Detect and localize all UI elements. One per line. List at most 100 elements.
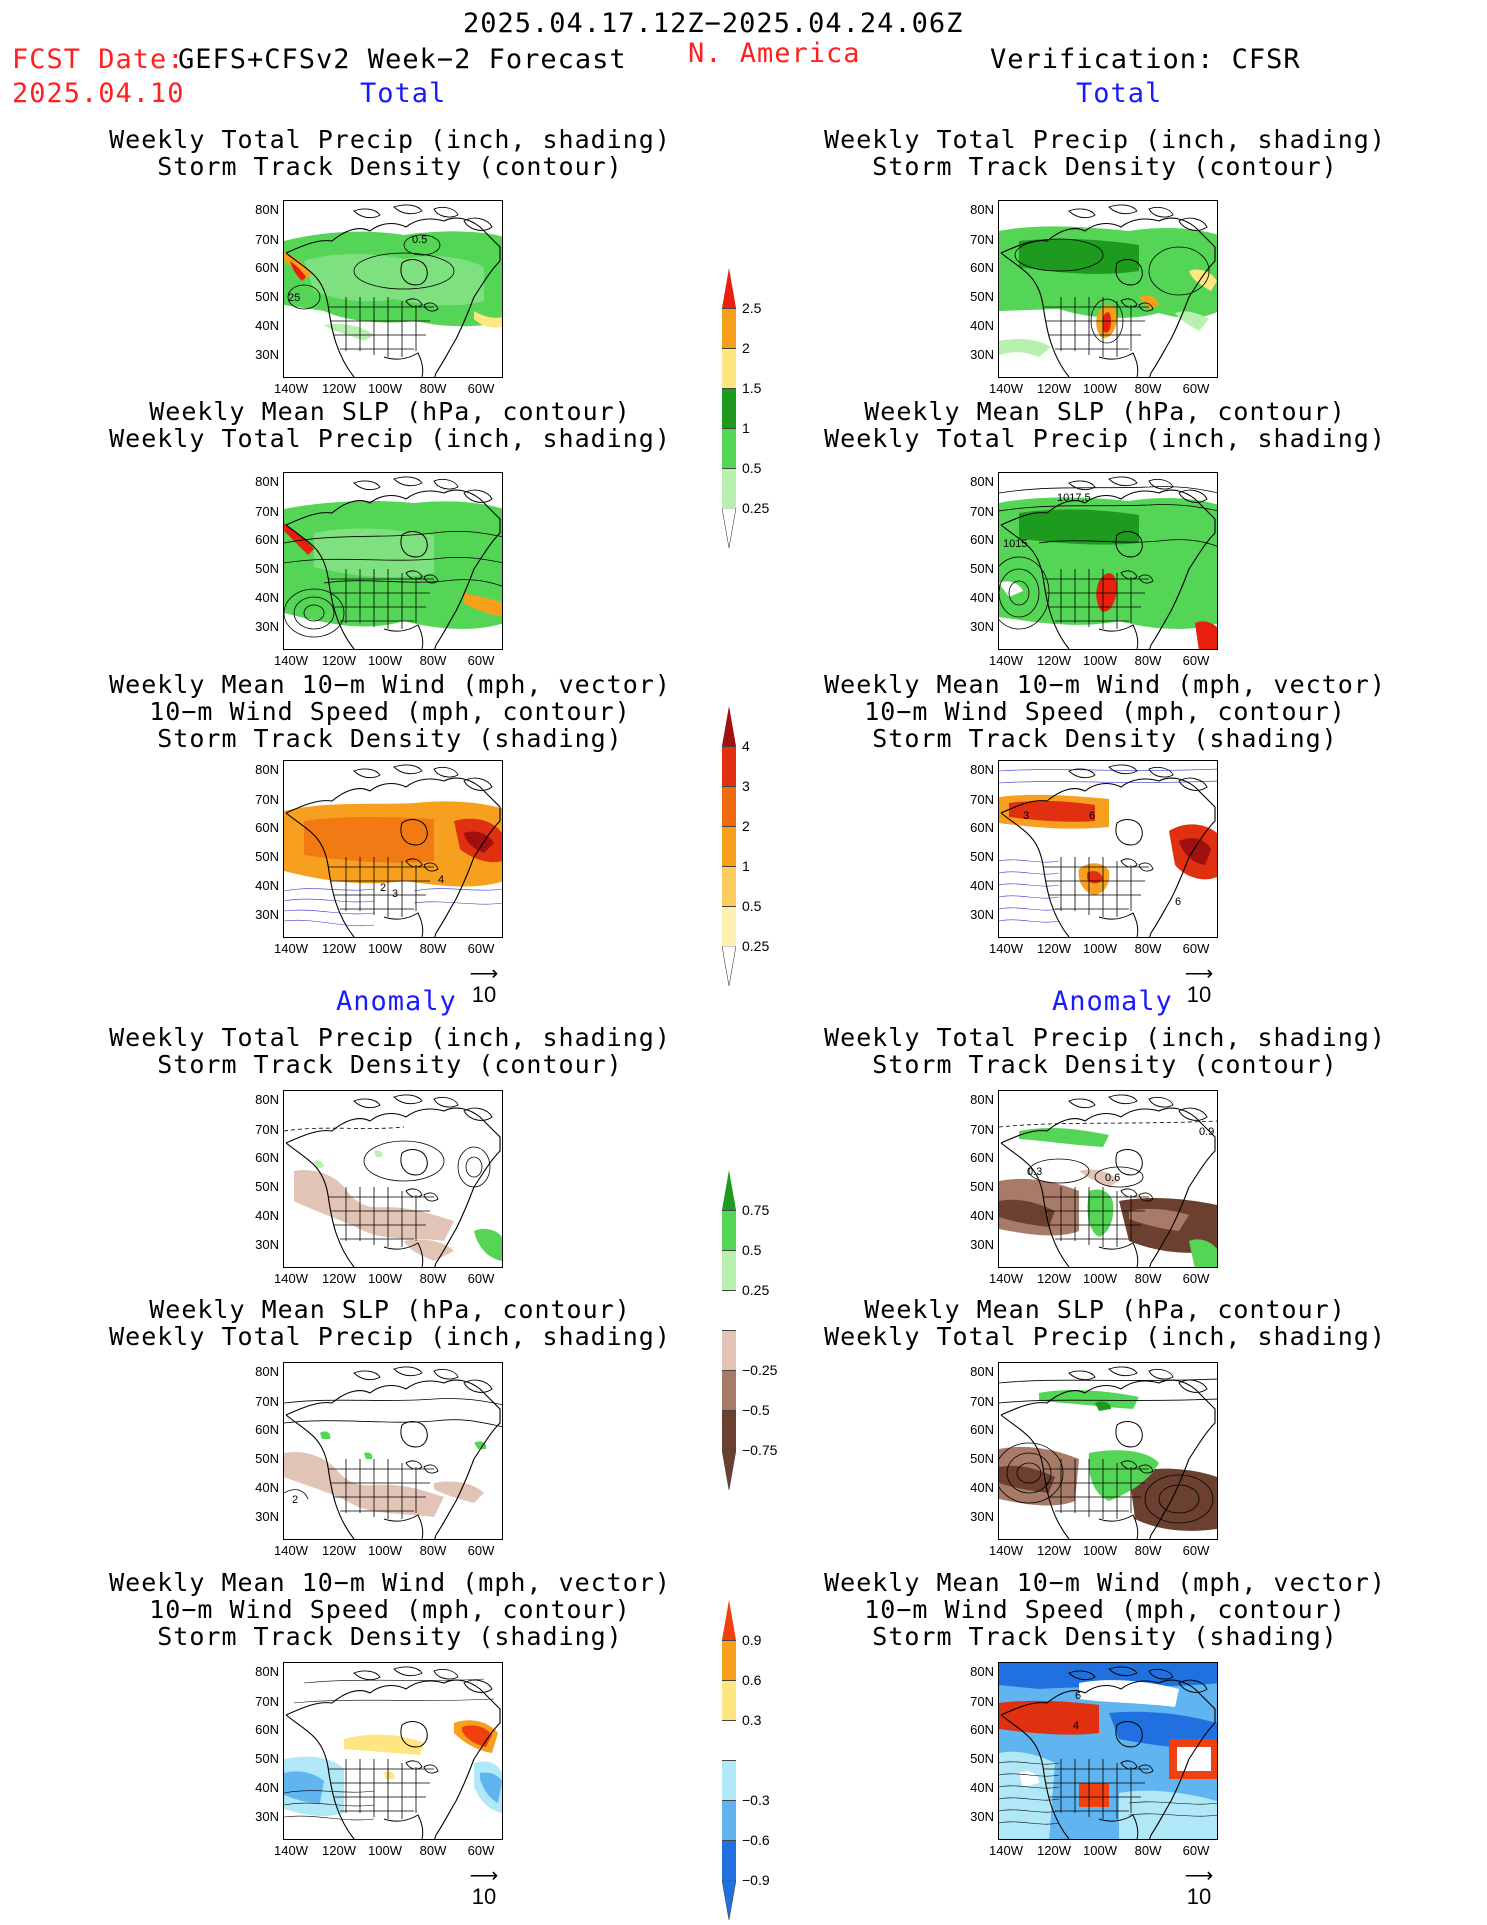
title-fcst-anom-wind: Weekly Mean 10−m Wind (mph, vector) 10−m… [109,1568,671,1651]
colorbar-label: 2 [742,340,750,356]
lat-tick-label: 80N [970,1364,994,1379]
lat-tick-label: 40N [255,1480,279,1495]
lat-tick-label: 30N [255,1237,279,1252]
lat-tick-label: 40N [970,1208,994,1223]
colorbar-top-arrow [722,1170,736,1210]
colorbar-swatch [722,866,736,906]
lat-tick-label: 40N [970,878,994,893]
lat-tick-label: 40N [255,318,279,333]
map-fcst-total-wind: 2 3 4 [283,760,503,938]
lat-tick-label: 70N [970,1394,994,1409]
lat-tick-label: 30N [255,907,279,922]
colorbar-label: 0.25 [742,938,770,954]
colorbar-anom-storm-density [722,1600,736,1920]
colorbar-label: −0.3 [742,1792,770,1808]
lat-tick-label: 30N [970,347,994,362]
colorbar-label: 2.5 [742,300,762,316]
title-cfsr-total-slp: Weekly Mean SLP (hPa, contour) Weekly To… [824,397,1386,453]
colorbar-label: 0.75 [742,1202,770,1218]
lon-tick-label: 60W [467,1543,495,1558]
map-cfsr-total-wind: 3 6 6 [998,760,1218,938]
colorbar-swatch [722,1840,736,1880]
lon-tick-label: 120W [322,653,356,668]
colorbar-label: −0.6 [742,1832,770,1848]
lon-tick-label: 80W [419,941,447,956]
colorbar-anom-precip [722,1170,736,1490]
title-cfsr-anom-slp: Weekly Mean SLP (hPa, contour) Weekly To… [824,1295,1386,1351]
lon-tick-label: 60W [1182,941,1210,956]
map-cfsr-anom-wind: 4 6 [998,1662,1218,1840]
map-fcst-anom-precip [283,1090,503,1268]
map-label: 3 [392,888,398,900]
lat-tick-label: 80N [255,1364,279,1379]
lat-tick-label: 40N [970,590,994,605]
map-cfsr-total-precip [998,200,1218,378]
lon-tick-label: 100W [368,1271,402,1286]
lon-tick-label: 120W [1037,381,1071,396]
lon-tick-label: 140W [989,1543,1023,1558]
lat-tick-label: 70N [255,1694,279,1709]
lon-tick-label: 60W [467,941,495,956]
lon-tick-label: 120W [322,381,356,396]
lon-tick-label: 80W [1134,1271,1162,1286]
colorbar-swatch [722,468,736,508]
lat-tick-label: 40N [255,1208,279,1223]
map-cfsr-anom-slp [998,1362,1218,1540]
colorbar-label: −0.9 [742,1872,770,1888]
arrow-right-icon: ⟶ [1184,1865,1214,1887]
lon-tick-label: 120W [322,1843,356,1858]
lon-tick-label: 120W [1037,941,1071,956]
lat-tick-label: 30N [970,1509,994,1524]
colorbar-label: −0.75 [742,1442,778,1458]
colorbar-bottom-arrow [722,508,736,548]
lat-tick-label: 40N [255,590,279,605]
map-cfsr-anom-precip: 0.3 0.6 0.9 [998,1090,1218,1268]
lon-tick-label: 80W [1134,1843,1162,1858]
lon-tick-label: 140W [989,941,1023,956]
lat-tick-label: 50N [255,1751,279,1766]
colorbar-swatch [722,786,736,826]
lat-tick-label: 30N [970,1237,994,1252]
lat-tick-label: 40N [970,1780,994,1795]
colorbar-swatch [722,388,736,428]
lat-tick-label: 50N [255,289,279,304]
map-fcst-total-precip: 0.5 25 [283,200,503,378]
map-label: 4 [438,874,444,886]
colorbar-total-storm-density [722,706,736,986]
map-label: 0.5 [412,234,427,246]
colorbar-label: 4 [742,738,750,754]
lat-tick-label: 40N [970,318,994,333]
lat-tick-label: 60N [255,1422,279,1437]
colorbar-bottom-arrow [722,946,736,986]
map-label: 0.9 [1199,1126,1214,1138]
lon-tick-label: 120W [1037,653,1071,668]
lat-tick-label: 60N [970,1150,994,1165]
colorbar-swatch [722,826,736,866]
colorbar-label: 0.25 [742,1282,770,1298]
lon-tick-label: 60W [467,1843,495,1858]
colorbar-label: 0.5 [742,460,762,476]
map-fcst-anom-slp: 2 [283,1362,503,1540]
colorbar-swatch [722,1330,736,1370]
lon-tick-label: 60W [467,653,495,668]
colorbar-label: −0.5 [742,1402,770,1418]
lon-tick-label: 120W [1037,1843,1071,1858]
lon-tick-label: 80W [419,1843,447,1858]
map-label: 2 [292,1494,298,1506]
lat-tick-label: 60N [255,1722,279,1737]
fcst-date: 2025.04.10 [12,78,185,109]
vector-ref-cfsr-anom: ⟶ 10 [1177,1865,1221,1910]
colorbar-top-arrow [722,268,736,308]
map-label: 0.6 [1105,1172,1120,1184]
lon-tick-label: 100W [368,941,402,956]
arrow-right-icon: ⟶ [469,963,499,985]
vector-ref-label: 10 [1186,982,1212,1007]
lon-tick-label: 60W [1182,1271,1210,1286]
lat-tick-label: 70N [970,792,994,807]
lat-tick-label: 60N [970,1722,994,1737]
colorbar-label: 0.6 [742,1672,762,1688]
colorbar-swatch [722,1370,736,1410]
map-label: 6 [1175,896,1181,908]
lat-tick-label: 80N [255,762,279,777]
lat-tick-label: 30N [970,619,994,634]
